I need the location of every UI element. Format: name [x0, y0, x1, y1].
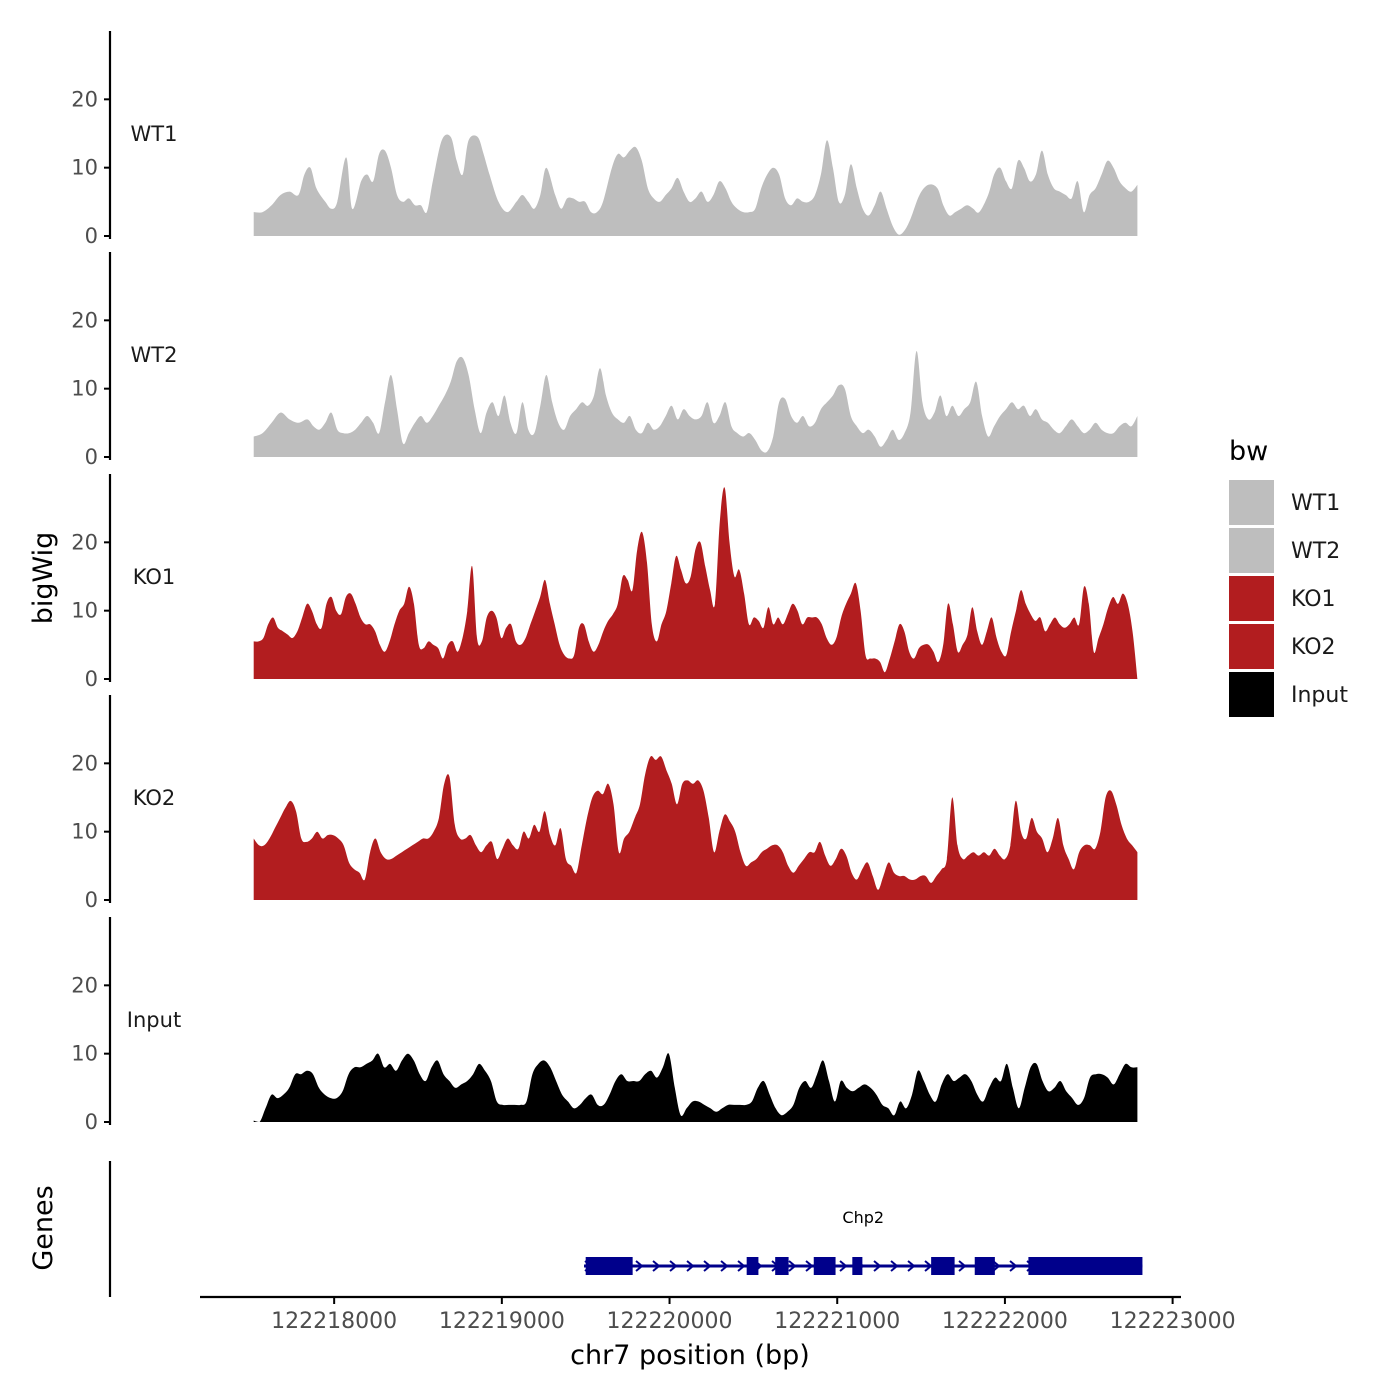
- y-tick-label: 20: [71, 751, 98, 775]
- legend-label: WT1: [1291, 491, 1340, 516]
- track-ko1: KO1 0 10 20: [71, 474, 1138, 691]
- x-tick-label: 122223000: [1110, 1309, 1236, 1334]
- track-input: Input 0 10 20: [71, 917, 1138, 1134]
- x-tick-label: 122218000: [271, 1309, 397, 1334]
- y-tick-label: 10: [71, 599, 98, 623]
- x-tick-label: 122221000: [774, 1309, 900, 1334]
- gene-exon: [931, 1257, 955, 1275]
- track-label-ko1: KO1: [133, 565, 176, 589]
- gene-exon: [852, 1257, 863, 1275]
- track-label-ko2: KO2: [133, 786, 176, 810]
- gene-label: Chp2: [842, 1208, 884, 1227]
- legend-swatch: [1229, 672, 1274, 717]
- y-tick-label: 20: [71, 87, 98, 111]
- legend-label: KO2: [1291, 635, 1336, 660]
- strand-chevron: [788, 1260, 797, 1272]
- y-tick-label: 20: [71, 308, 98, 332]
- strand-chevron: [924, 1260, 933, 1272]
- gene-exon: [813, 1257, 836, 1275]
- y-axis-title: bigWig: [28, 532, 59, 625]
- y-tick-label: 10: [71, 377, 98, 401]
- x-axis-title: chr7 position (bp): [570, 1340, 810, 1371]
- strand-chevron: [686, 1260, 695, 1272]
- legend-swatch: [1229, 624, 1274, 669]
- gene-exon: [746, 1257, 759, 1275]
- y-tick-label: 0: [85, 1110, 98, 1134]
- legend-label: Input: [1291, 683, 1348, 708]
- legend-swatch: [1229, 480, 1274, 525]
- y-tick-label: 0: [85, 224, 98, 248]
- strand-chevron: [737, 1260, 746, 1272]
- y-tick-label: 0: [85, 888, 98, 912]
- strand-chevron: [635, 1260, 644, 1272]
- track-wt2: WT2 0 10 20: [71, 252, 1138, 469]
- legend-entry-wt2: WT2: [1229, 528, 1340, 573]
- strand-chevron: [669, 1260, 678, 1272]
- genes-axis-title: Genes: [28, 1185, 59, 1270]
- strand-chevron: [652, 1260, 661, 1272]
- signal-area-wt1: [253, 134, 1138, 236]
- strand-chevron: [839, 1260, 848, 1272]
- gene-exon: [585, 1257, 633, 1275]
- legend-entry-ko1: KO1: [1229, 576, 1336, 621]
- legend-swatch: [1229, 576, 1274, 621]
- x-tick-label: 122220000: [607, 1309, 733, 1334]
- gene-chp2: Chp2: [584, 1208, 1143, 1275]
- track-wt1: WT1 0 10 20: [71, 31, 1138, 248]
- strand-chevron: [720, 1260, 729, 1272]
- x-tick-label: 122219000: [439, 1309, 565, 1334]
- strand-chevron: [992, 1260, 1001, 1272]
- track-label-input: Input: [127, 1008, 181, 1032]
- legend-entry-ko2: KO2: [1229, 624, 1336, 669]
- strand-chevron: [805, 1260, 814, 1272]
- signal-area-input: [253, 1053, 1138, 1122]
- legend-label: WT2: [1291, 539, 1340, 564]
- track-label-wt1: WT1: [131, 122, 178, 146]
- gene-exon: [1028, 1257, 1143, 1275]
- y-tick-label: 20: [71, 530, 98, 554]
- legend: bw WT1 WT2 KO1 KO2 Input: [1229, 436, 1348, 717]
- gene-exon: [775, 1257, 789, 1275]
- y-tick-label: 20: [71, 973, 98, 997]
- y-tick-label: 0: [85, 667, 98, 691]
- strand-chevron: [1009, 1260, 1018, 1272]
- strand-chevron: [958, 1260, 967, 1272]
- legend-title: bw: [1229, 436, 1268, 467]
- x-tick-label: 122222000: [942, 1309, 1068, 1334]
- y-tick-label: 0: [85, 445, 98, 469]
- x-axis: 122218000 122219000 122220000 122221000 1222…: [200, 1295, 1236, 1334]
- y-tick-label: 10: [71, 1042, 98, 1066]
- strand-chevron: [703, 1260, 712, 1272]
- legend-entry-input: Input: [1229, 672, 1348, 717]
- legend-entry-wt1: WT1: [1229, 480, 1340, 525]
- genes-panel: Chp2: [108, 1161, 1143, 1297]
- track-label-wt2: WT2: [131, 343, 178, 367]
- y-tick-label: 10: [71, 820, 98, 844]
- signal-area-ko2: [253, 755, 1138, 900]
- y-tick-label: 10: [71, 156, 98, 180]
- strand-chevron: [873, 1260, 882, 1272]
- legend-label: KO1: [1291, 587, 1336, 612]
- legend-swatch: [1229, 528, 1274, 573]
- strand-chevron: [890, 1260, 899, 1272]
- signal-area-ko1: [253, 487, 1138, 679]
- track-ko2: KO2 0 10 20: [71, 695, 1138, 912]
- signal-area-wt2: [253, 351, 1138, 457]
- signal-tracks: WT1 0 10 20 WT2 0 10 20 KO1 0 10 20 KO2 0 10 20 Input 0 10…: [71, 31, 1138, 1134]
- strand-chevron: [907, 1260, 916, 1272]
- gene-exon: [974, 1257, 995, 1275]
